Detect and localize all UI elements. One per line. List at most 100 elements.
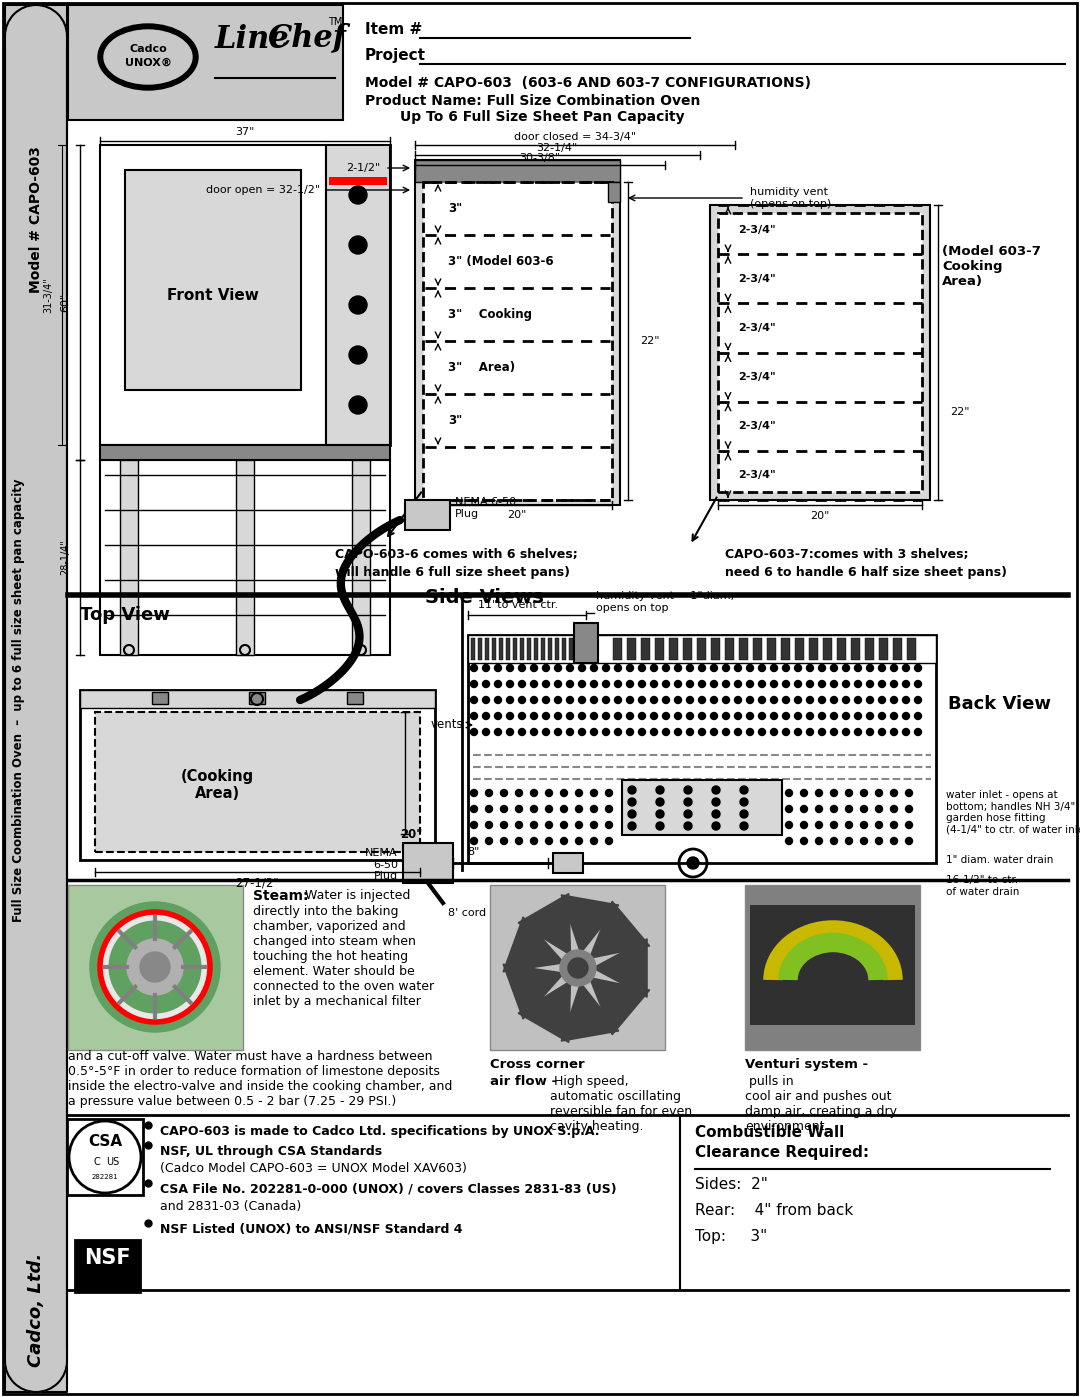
Bar <box>513 638 517 659</box>
Circle shape <box>675 680 681 687</box>
Circle shape <box>687 697 693 704</box>
Text: 3"    Cooking: 3" Cooking <box>448 307 532 321</box>
Circle shape <box>606 837 612 845</box>
Bar <box>478 638 482 659</box>
Circle shape <box>785 821 793 828</box>
Circle shape <box>734 665 742 672</box>
Circle shape <box>675 728 681 735</box>
Circle shape <box>530 665 538 672</box>
Circle shape <box>530 789 538 796</box>
Text: 1" diam. water drain: 1" diam. water drain <box>946 855 1053 865</box>
Text: Back View: Back View <box>948 694 1051 712</box>
Circle shape <box>878 712 886 719</box>
Circle shape <box>878 680 886 687</box>
Text: Up To 6 Full Size Sheet Pan Capacity: Up To 6 Full Size Sheet Pan Capacity <box>400 110 685 124</box>
Circle shape <box>500 789 508 796</box>
Circle shape <box>591 712 597 719</box>
Text: UNOX®: UNOX® <box>124 59 172 68</box>
Circle shape <box>758 680 766 687</box>
Circle shape <box>819 697 825 704</box>
Text: water inlet - opens at
bottom; handles NH 3/4"
garden hose fitting
(4-1/4" to ct: water inlet - opens at bottom; handles N… <box>946 789 1080 835</box>
Circle shape <box>831 680 837 687</box>
Bar <box>711 638 720 659</box>
Circle shape <box>579 712 585 719</box>
Circle shape <box>486 821 492 828</box>
Circle shape <box>783 728 789 735</box>
Circle shape <box>579 697 585 704</box>
Bar <box>68 886 243 1051</box>
Circle shape <box>740 798 748 806</box>
Circle shape <box>846 806 852 813</box>
Circle shape <box>831 837 837 845</box>
Circle shape <box>891 789 897 796</box>
Circle shape <box>90 902 220 1032</box>
Text: (Cooking
Area): (Cooking Area) <box>180 768 254 802</box>
Bar <box>120 460 138 655</box>
Circle shape <box>905 837 913 845</box>
Text: 2-3/4": 2-3/4" <box>738 372 775 383</box>
Text: Project: Project <box>365 47 426 63</box>
Circle shape <box>861 821 867 828</box>
Circle shape <box>530 821 538 828</box>
Text: 3"    Area): 3" Area) <box>448 360 515 374</box>
Text: 3" (Model 603-6: 3" (Model 603-6 <box>448 256 554 268</box>
Circle shape <box>471 806 477 813</box>
Text: need 6 to handle 6 half size sheet pans): need 6 to handle 6 half size sheet pans) <box>725 566 1007 578</box>
Circle shape <box>486 806 492 813</box>
Bar <box>851 638 860 659</box>
Bar <box>415 161 620 504</box>
Circle shape <box>746 680 754 687</box>
Circle shape <box>495 712 501 719</box>
Circle shape <box>638 712 646 719</box>
Circle shape <box>699 665 705 672</box>
Circle shape <box>746 728 754 735</box>
Circle shape <box>530 697 538 704</box>
Circle shape <box>349 296 367 314</box>
Circle shape <box>687 728 693 735</box>
Bar <box>423 182 612 500</box>
Circle shape <box>842 680 850 687</box>
Text: NEMA
6-50
Plug: NEMA 6-50 Plug <box>365 848 399 882</box>
Circle shape <box>545 789 553 796</box>
Text: 60": 60" <box>60 292 70 312</box>
Circle shape <box>699 712 705 719</box>
Circle shape <box>795 728 801 735</box>
Circle shape <box>561 837 567 845</box>
Circle shape <box>530 728 538 735</box>
Bar <box>403 842 453 883</box>
Circle shape <box>819 712 825 719</box>
Circle shape <box>500 821 508 828</box>
Circle shape <box>349 236 367 254</box>
Circle shape <box>127 939 183 995</box>
Circle shape <box>770 728 778 735</box>
Circle shape <box>723 728 729 735</box>
Circle shape <box>495 665 501 672</box>
Bar <box>718 212 922 492</box>
Text: Side Views: Side Views <box>426 588 544 608</box>
Circle shape <box>626 680 634 687</box>
Circle shape <box>507 728 513 735</box>
Circle shape <box>483 697 489 704</box>
Text: 3": 3" <box>448 203 462 215</box>
Circle shape <box>699 697 705 704</box>
Circle shape <box>807 712 813 719</box>
Text: 2-3/4": 2-3/4" <box>738 323 775 332</box>
Bar <box>642 638 650 659</box>
Circle shape <box>606 806 612 813</box>
Text: Top:     3": Top: 3" <box>696 1229 767 1243</box>
Circle shape <box>542 680 550 687</box>
Circle shape <box>626 712 634 719</box>
Circle shape <box>687 712 693 719</box>
Circle shape <box>831 728 837 735</box>
Circle shape <box>740 821 748 830</box>
Circle shape <box>800 806 808 813</box>
Circle shape <box>746 712 754 719</box>
Circle shape <box>568 958 588 978</box>
Text: 2-1/2": 2-1/2" <box>346 163 380 173</box>
Circle shape <box>507 712 513 719</box>
Polygon shape <box>562 895 619 953</box>
Circle shape <box>807 665 813 672</box>
Circle shape <box>518 712 526 719</box>
Text: 22": 22" <box>640 337 660 346</box>
Circle shape <box>591 665 597 672</box>
